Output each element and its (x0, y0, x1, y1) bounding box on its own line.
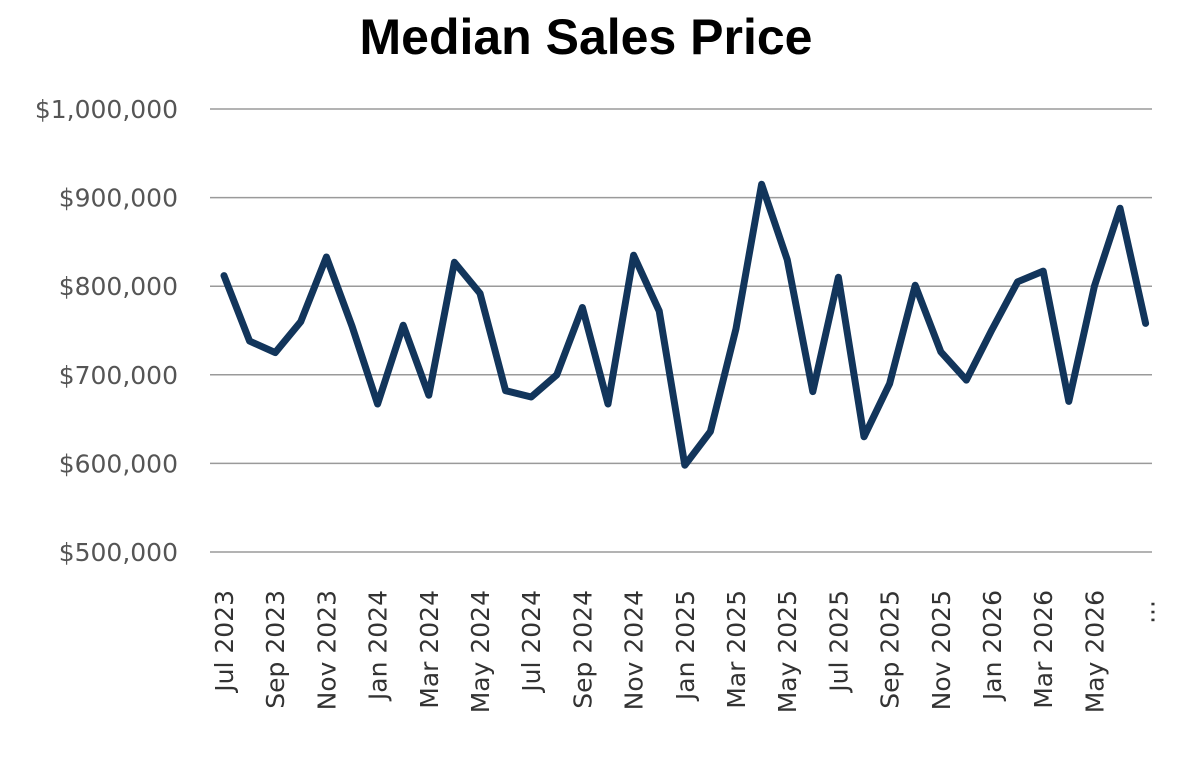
x-axis-tick-labels: Jul 2023 Sep 2023 Nov 2023 Jan 2024 Mar 2024… (210, 590, 1160, 713)
x-tick-label: Nov 2025 (927, 590, 956, 710)
y-tick-label: $800,000 (59, 272, 178, 301)
series-layer (220, 180, 1150, 469)
y-tick-label: $500,000 (59, 538, 178, 567)
series-line (220, 180, 1150, 469)
x-tick-label: May 2024 (466, 590, 495, 713)
x-tick-label: Jul 2025 (824, 590, 853, 694)
x-tick-label: Jul 2024 (517, 590, 546, 694)
x-tick-label: Mar 2025 (722, 590, 751, 709)
x-tick-label: Jul 2023 (210, 590, 239, 694)
x-tick-label: ... (1131, 600, 1160, 624)
y-tick-label: $700,000 (59, 361, 178, 390)
x-tick-label: Mar 2026 (1029, 590, 1058, 709)
x-tick-label: Nov 2023 (312, 590, 341, 710)
x-tick-label: May 2026 (1080, 590, 1109, 713)
x-tick-label: Sep 2024 (568, 590, 597, 709)
y-tick-label: $900,000 (59, 184, 178, 213)
y-axis-tick-labels: $500,000 $600,000 $700,000 $800,000 $900,000… (35, 95, 178, 567)
x-tick-label: Sep 2025 (876, 590, 905, 709)
x-tick-label: Sep 2023 (261, 590, 290, 709)
x-tick-label: Jan 2025 (671, 590, 700, 702)
chart-title: Median Sales Price (359, 9, 813, 65)
y-tick-label: $600,000 (59, 449, 178, 478)
x-tick-label: Jan 2024 (364, 590, 393, 702)
x-tick-label: Nov 2024 (620, 590, 649, 710)
y-tick-label: $1,000,000 (35, 95, 178, 124)
x-tick-label: May 2025 (773, 590, 802, 713)
x-tick-label: Jan 2026 (978, 590, 1007, 702)
x-tick-label: Mar 2024 (415, 590, 444, 709)
